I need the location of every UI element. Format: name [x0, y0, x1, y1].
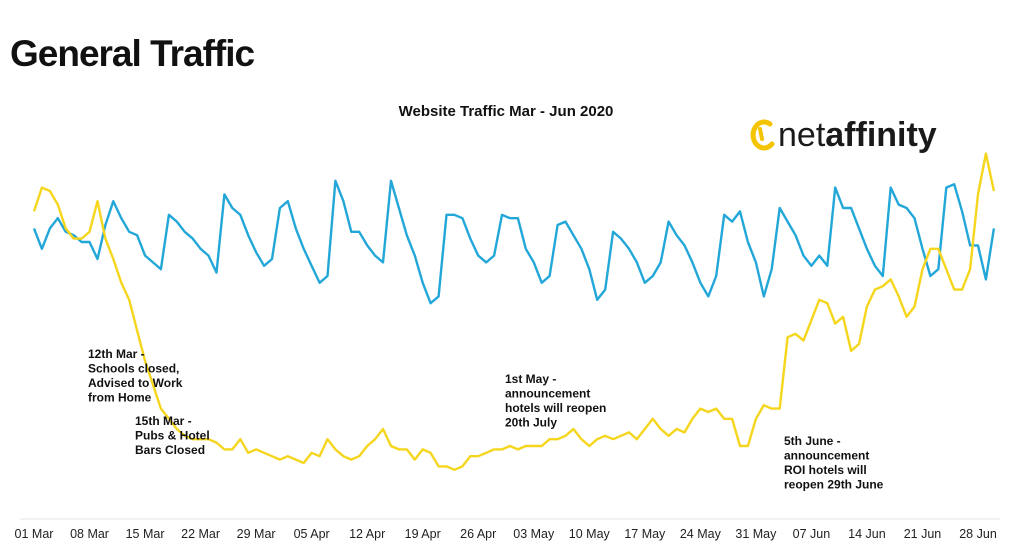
logo-mark: [750, 119, 775, 151]
annotation-line: announcement: [505, 387, 590, 401]
annotation-line: ROI hotels will: [784, 463, 867, 477]
x-tick-label: 22 Mar: [181, 527, 220, 541]
logo-part: net: [778, 116, 826, 154]
annotation-line: from Home: [88, 391, 152, 405]
annotation: 12th Mar -Schools closed,Advised to Work…: [88, 347, 183, 405]
annotation-line: announcement: [784, 449, 869, 463]
annotation-line: Pubs & Hotel: [135, 429, 210, 443]
annotation-line: Bars Closed: [135, 443, 205, 457]
annotation-line: 20th July: [505, 416, 557, 430]
chart-title: Website Traffic Mar - Jun 2020: [399, 103, 614, 120]
x-tick-label: 19 Apr: [405, 527, 441, 541]
series-line: [32, 152, 996, 471]
x-tick-label: 28 Jun: [959, 527, 997, 541]
logo-mark: [758, 127, 764, 141]
annotation-line: 12th Mar -: [88, 347, 145, 361]
logo-part: affinity: [825, 116, 937, 154]
annotation-line: 5th June -: [784, 434, 841, 448]
x-tick-label: 08 Mar: [70, 527, 109, 541]
x-tick-label: 15 Mar: [126, 527, 165, 541]
x-tick-label: 29 Mar: [237, 527, 276, 541]
page-heading: General Traffic: [10, 33, 255, 74]
x-tick-label: 17 May: [624, 527, 666, 541]
x-tick-label: 21 Jun: [904, 527, 942, 541]
annotation-line: Schools closed,: [88, 362, 179, 376]
annotation-line: Advised to Work: [88, 376, 183, 390]
series-line: [32, 179, 996, 305]
logo: netaffinity: [750, 116, 937, 154]
x-tick-label: 12 Apr: [349, 527, 385, 541]
logo-text: netaffinity: [778, 116, 937, 154]
x-tick-label: 01 Mar: [15, 527, 54, 541]
annotation-line: reopen 29th June: [784, 478, 884, 492]
x-tick-label: 31 May: [735, 527, 777, 541]
x-tick-label: 10 May: [569, 527, 611, 541]
x-tick-label: 03 May: [513, 527, 555, 541]
x-tick-label: 24 May: [680, 527, 722, 541]
x-tick-label: 05 Apr: [294, 527, 330, 541]
annotation-line: 15th Mar -: [135, 414, 192, 428]
x-tick-label: 07 Jun: [793, 527, 831, 541]
annotation-line: hotels will reopen: [505, 401, 606, 415]
x-tick-label: 14 Jun: [848, 527, 886, 541]
annotation-line: 1st May -: [505, 372, 556, 386]
x-tick-label: 26 Apr: [460, 527, 496, 541]
